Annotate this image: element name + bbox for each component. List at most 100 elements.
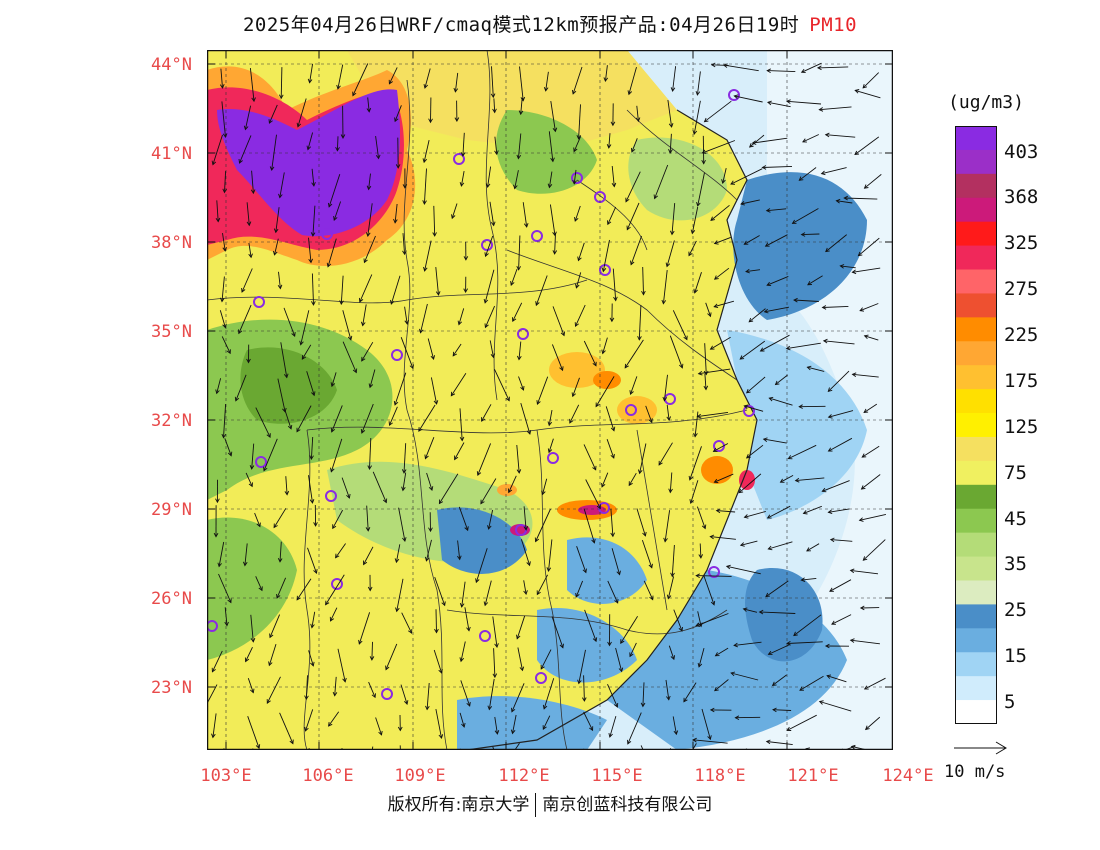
wind-vector-head	[577, 256, 582, 262]
wind-vector	[420, 303, 428, 333]
wind-vector-head	[666, 416, 672, 422]
wind-vector-head	[863, 408, 869, 414]
colorbar-label-175: 175	[1004, 370, 1039, 392]
wind-vector-head	[310, 232, 316, 237]
copyright-footer: 版权所有:南京大学 南京创蓝科技有限公司	[0, 790, 1100, 817]
city-marker	[331, 578, 343, 590]
wind-vector	[276, 577, 287, 599]
wind-vector-head	[641, 290, 646, 296]
lat-label-26: 26°N	[151, 589, 192, 609]
wind-vector	[786, 342, 821, 350]
wind-vector-head	[336, 84, 341, 90]
wind-vector	[630, 376, 638, 395]
wind-vector	[488, 678, 495, 710]
wind-vector-head	[308, 258, 314, 264]
wind-vector	[517, 133, 522, 159]
wind-vector-head	[695, 573, 701, 578]
wind-vector	[726, 565, 761, 575]
wind-vector-head	[457, 555, 462, 561]
wind-vector-head	[494, 643, 499, 649]
wind-vector	[673, 609, 683, 632]
wind-vector-head	[404, 320, 410, 325]
wind-vector-head	[610, 453, 615, 459]
wind-vector-head	[628, 481, 633, 487]
wind-vector	[611, 548, 621, 575]
wind-vector	[840, 265, 856, 269]
wind-vector	[828, 437, 853, 452]
wind-vector	[248, 242, 252, 258]
wind-vector	[767, 70, 796, 73]
wind-vector	[269, 614, 281, 638]
wind-vector	[435, 609, 437, 633]
map-frame	[207, 50, 893, 750]
wind-vector-head	[829, 587, 834, 592]
colorbar-swatch	[955, 676, 997, 701]
wind-vector-head	[818, 107, 824, 112]
wind-vector	[520, 539, 531, 566]
wind-vector	[768, 644, 791, 655]
wind-vector	[312, 205, 316, 236]
wind-vector	[494, 136, 498, 155]
wind-vector-head	[713, 478, 719, 484]
wind-vector	[218, 573, 232, 603]
wind-vector-head	[573, 147, 578, 153]
wind-vector-head	[246, 221, 252, 227]
wind-vector-head	[745, 388, 751, 394]
wind-vector-head	[611, 182, 617, 188]
wind-vector	[221, 276, 225, 302]
wind-vector-head	[459, 602, 465, 608]
wind-vector-head	[299, 340, 304, 346]
wind-vector-head	[453, 87, 459, 93]
wind-vector	[216, 200, 219, 222]
wind-vector-head	[401, 486, 406, 492]
wind-vector-head	[786, 641, 791, 646]
wind-vector-head	[807, 280, 812, 286]
wind-vector-head	[329, 616, 335, 622]
wind-vector-head	[490, 353, 496, 359]
wind-vector	[640, 745, 644, 750]
wind-vector	[311, 611, 316, 628]
wind-vector-head	[696, 413, 702, 419]
wind-vector-head	[422, 158, 428, 164]
wind-vector-head	[255, 744, 261, 750]
wind-vector	[249, 68, 255, 102]
wind-vector	[375, 136, 380, 159]
colorbar-swatch	[955, 269, 997, 294]
wind-vector	[273, 508, 287, 528]
wind-vector-head	[793, 631, 798, 637]
wind-vector	[859, 513, 886, 521]
wind-vector	[337, 64, 344, 89]
wind-vector-head	[388, 421, 393, 427]
wind-vector-head	[347, 335, 353, 341]
colorbar-swatch	[955, 652, 997, 677]
wind-vector-head	[698, 554, 704, 559]
wind-vector-head	[325, 600, 330, 606]
wind-vector-head	[516, 634, 521, 640]
wind-vector	[520, 97, 523, 115]
wind-vector	[283, 307, 296, 337]
wind-vector-head	[625, 197, 630, 203]
wind-vector	[760, 334, 790, 352]
wind-vector-head	[857, 251, 863, 257]
wind-vector-head	[311, 182, 316, 187]
wind-vector-head	[424, 454, 429, 460]
wind-vector	[765, 234, 788, 247]
wind-vector	[369, 369, 376, 388]
wind-vector	[296, 405, 312, 432]
wind-vector	[268, 104, 278, 124]
wind-vector-head	[831, 620, 836, 625]
wind-vector	[844, 197, 878, 200]
wind-vector	[427, 338, 435, 360]
wind-vector	[602, 239, 610, 272]
wind-vector	[554, 232, 556, 254]
wind-vector	[536, 376, 549, 405]
wind-vector	[627, 712, 642, 745]
wind-vector-head	[268, 119, 273, 124]
wind-vector	[626, 202, 640, 230]
wind-vector	[638, 305, 642, 340]
wind-vector-head	[463, 256, 469, 261]
wind-vector	[749, 134, 765, 148]
wind-vector	[766, 208, 787, 212]
wind-vector	[418, 404, 436, 432]
wind-vector-head	[249, 465, 255, 470]
